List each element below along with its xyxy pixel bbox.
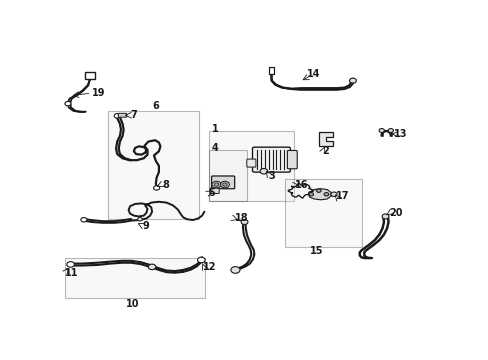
Circle shape: [222, 183, 226, 186]
Text: 5: 5: [208, 188, 215, 198]
Circle shape: [230, 267, 240, 273]
FancyBboxPatch shape: [211, 176, 234, 189]
Bar: [84, 72, 95, 79]
Text: 1: 1: [211, 123, 218, 134]
Text: 12: 12: [203, 262, 216, 272]
Text: 2: 2: [321, 146, 328, 156]
Text: 8: 8: [162, 180, 168, 190]
Text: 3: 3: [268, 171, 275, 181]
Circle shape: [214, 183, 218, 186]
Circle shape: [308, 193, 313, 196]
Text: 15: 15: [309, 246, 323, 256]
Text: 16: 16: [295, 180, 308, 190]
Circle shape: [349, 78, 356, 83]
FancyBboxPatch shape: [246, 159, 255, 167]
Bar: [268, 67, 274, 74]
Bar: [108, 111, 199, 219]
Text: 11: 11: [65, 268, 78, 278]
Text: 7: 7: [130, 110, 137, 120]
Text: 20: 20: [388, 208, 402, 218]
Circle shape: [316, 189, 321, 192]
Text: 10: 10: [126, 299, 140, 309]
Text: 9: 9: [142, 221, 149, 231]
Polygon shape: [318, 132, 332, 146]
Bar: [284, 179, 362, 247]
Bar: [208, 150, 246, 201]
Circle shape: [81, 217, 87, 222]
Bar: [208, 131, 294, 201]
Circle shape: [114, 114, 120, 118]
Text: 14: 14: [306, 69, 320, 79]
Circle shape: [387, 129, 393, 132]
Circle shape: [148, 264, 156, 270]
Text: 13: 13: [393, 129, 407, 139]
Text: 17: 17: [335, 191, 348, 201]
Circle shape: [65, 102, 71, 106]
Text: 6: 6: [153, 102, 159, 111]
Circle shape: [260, 168, 267, 174]
FancyBboxPatch shape: [118, 113, 126, 117]
FancyBboxPatch shape: [210, 188, 219, 193]
Circle shape: [67, 262, 74, 267]
Text: 18: 18: [234, 213, 248, 224]
Circle shape: [241, 220, 247, 225]
Circle shape: [330, 192, 336, 197]
Circle shape: [138, 217, 142, 221]
Circle shape: [324, 193, 328, 196]
Circle shape: [153, 186, 159, 190]
Bar: [65, 258, 205, 298]
Text: 4: 4: [211, 143, 218, 153]
Circle shape: [220, 181, 229, 188]
Text: 19: 19: [92, 88, 105, 98]
Circle shape: [381, 214, 388, 219]
FancyBboxPatch shape: [287, 150, 297, 169]
Circle shape: [378, 129, 384, 132]
FancyBboxPatch shape: [252, 147, 290, 172]
Polygon shape: [309, 189, 330, 200]
Circle shape: [211, 181, 221, 188]
Circle shape: [197, 257, 205, 263]
